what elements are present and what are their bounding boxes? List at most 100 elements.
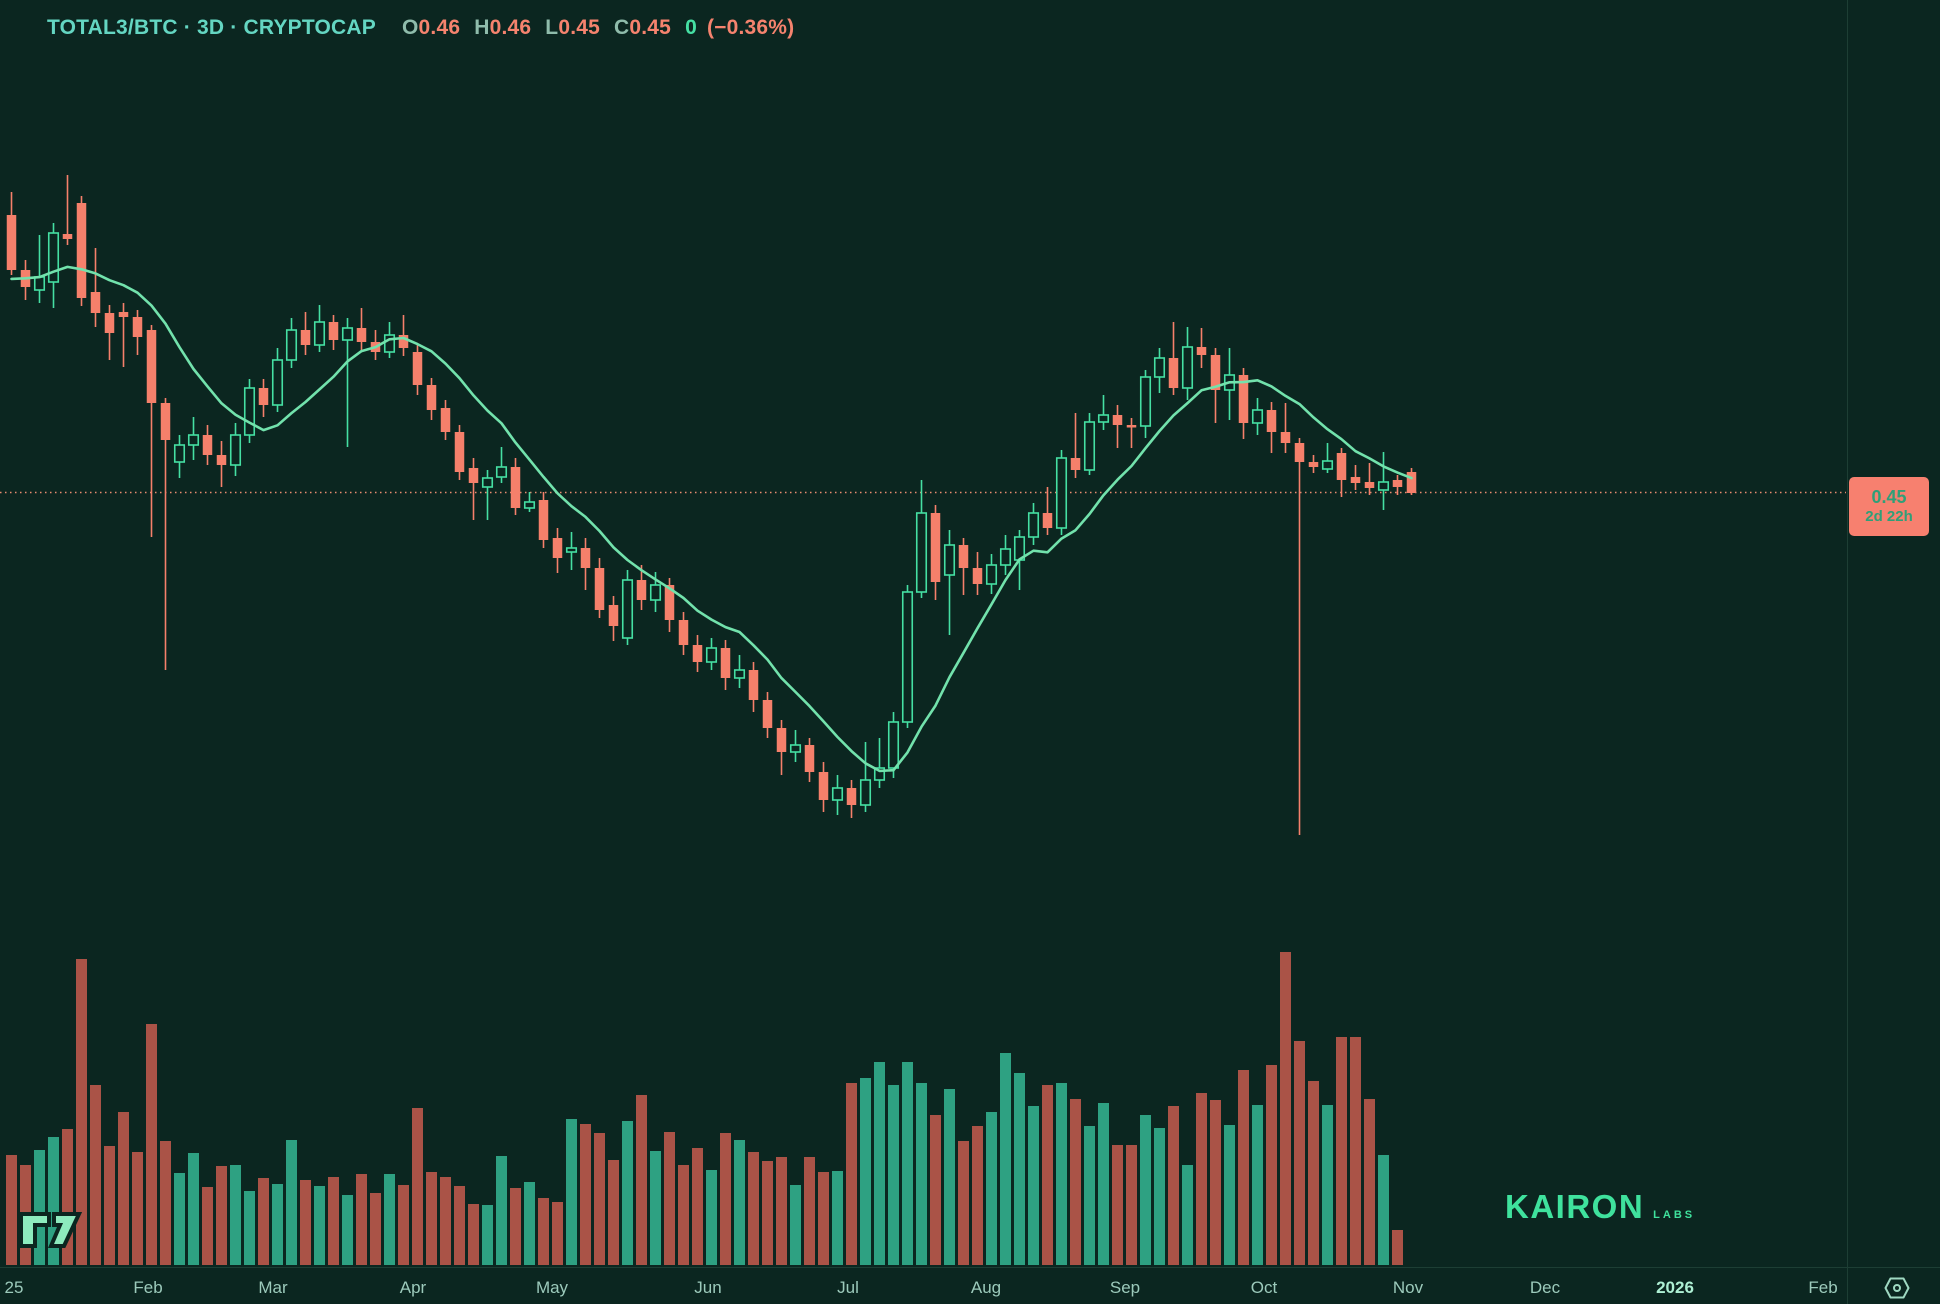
volume-bar — [160, 1141, 171, 1265]
volume-bar — [650, 1151, 661, 1265]
chart-legend: TOTAL3/BTC · 3D · CRYPTOCAP O0.46 H0.46 L0.… — [47, 16, 794, 40]
volume-bar — [1336, 1037, 1347, 1265]
volume-bar — [1140, 1115, 1151, 1265]
candle-body-down — [972, 568, 983, 584]
volume-bar — [468, 1204, 479, 1265]
volume-bar — [832, 1171, 843, 1265]
candle-body-up — [173, 444, 186, 463]
axis-month-label: Aug — [970, 1278, 1002, 1297]
symbol-title[interactable]: TOTAL3/BTC · 3D · CRYPTOCAP — [47, 16, 376, 39]
ohlc-high: H0.46 — [474, 16, 532, 39]
volume-bar — [1126, 1145, 1137, 1265]
volume-bar — [230, 1165, 241, 1265]
tradingview-logo-icon[interactable] — [18, 1210, 82, 1250]
candle-body-down — [146, 330, 157, 403]
axis-month-label: 2026 — [1656, 1278, 1694, 1297]
candle-body-up — [313, 321, 326, 346]
axis-month-label: Feb — [1808, 1278, 1838, 1297]
candle-body-up — [229, 434, 242, 466]
candle-body-down — [1308, 462, 1319, 467]
candle-body-up — [1055, 457, 1068, 529]
volume-bar — [370, 1193, 381, 1265]
candle-body-down — [1350, 477, 1361, 483]
volume-bar — [76, 959, 87, 1265]
axis-month-label: Oct — [1250, 1278, 1278, 1297]
candle-body-down — [258, 388, 269, 405]
candle-body-down — [776, 728, 787, 752]
candle-body-up — [733, 669, 746, 679]
candle-body-down — [118, 312, 129, 317]
candle-body-down — [216, 455, 227, 465]
volume-bar — [734, 1140, 745, 1265]
last-price-label: 0.45 2d 22h — [1849, 477, 1929, 536]
candle-body-down — [664, 585, 675, 620]
candle-body-down — [90, 292, 101, 313]
candle-body-down — [678, 620, 689, 645]
axis-settings-gear-icon[interactable] — [1883, 1275, 1911, 1301]
candle-body-down — [1406, 472, 1417, 493]
volume-bar — [300, 1180, 311, 1265]
volume-bar — [1098, 1103, 1109, 1265]
kairon-labs-text: LABS — [1653, 1209, 1696, 1221]
axis-month-label: Mar — [258, 1278, 288, 1297]
candle-body-up — [341, 327, 354, 341]
volume-bar — [1084, 1126, 1095, 1265]
volume-bar — [398, 1185, 409, 1265]
candle-body-down — [76, 203, 87, 298]
candle-body-down — [1042, 513, 1053, 528]
candle-body-down — [1392, 480, 1403, 487]
volume-bar — [986, 1112, 997, 1265]
volume-bar — [636, 1095, 647, 1265]
volume-bar — [874, 1062, 885, 1265]
kairon-labs-watermark: KAIRON LABS — [1505, 1188, 1695, 1226]
axis-month-label: Dec — [1529, 1278, 1561, 1297]
volume-bar — [1168, 1106, 1179, 1265]
candle-body-up — [1153, 357, 1166, 378]
volume-bar — [538, 1198, 549, 1265]
candle-body-up — [481, 477, 494, 488]
candle-body-down — [510, 467, 521, 508]
volume-bar — [972, 1126, 983, 1265]
time-axis[interactable]: 25 Feb Mar Apr May Jun Jul Aug Sep Oct Nov Dec 2026 F… — [0, 1268, 1940, 1304]
volume-bar — [706, 1170, 717, 1265]
candle-body-down — [398, 335, 409, 348]
candle-body-down — [1070, 458, 1081, 470]
axis-month-label: Nov — [1392, 1278, 1424, 1297]
volume-bar — [1252, 1105, 1263, 1265]
volume-bar — [1000, 1053, 1011, 1265]
volume-bar — [790, 1185, 801, 1265]
volume-bar — [1294, 1041, 1305, 1265]
candle-body-down — [132, 317, 143, 337]
candle-body-down — [748, 670, 759, 700]
candle-body-down — [6, 215, 17, 270]
volume-bar — [678, 1165, 689, 1265]
candle-body-down — [328, 322, 339, 340]
candle-body-up — [187, 434, 200, 446]
candle-body-down — [538, 500, 549, 540]
volume-bar — [314, 1186, 325, 1265]
axis-month-label: Jun — [694, 1278, 722, 1297]
volume-bar — [1028, 1106, 1039, 1265]
candle-body-down — [580, 548, 591, 568]
ohlc-close: C0.45 — [614, 16, 672, 39]
candle-body-up — [523, 501, 536, 509]
candle-body-up — [1083, 421, 1096, 471]
volume-bar — [356, 1174, 367, 1265]
volume-bar — [174, 1173, 185, 1265]
axis-month-label: 25 — [4, 1278, 24, 1297]
volume-bar — [342, 1195, 353, 1265]
candle-body-up — [789, 744, 802, 753]
candle-body-down — [1336, 453, 1347, 480]
candle-body-down — [468, 468, 479, 483]
volume-bar — [944, 1089, 955, 1265]
volume-bar — [146, 1024, 157, 1265]
candle-body-down — [160, 403, 171, 440]
time-axis-border — [0, 1267, 1940, 1268]
volume-bar — [1182, 1165, 1193, 1265]
candle-body-up — [621, 579, 634, 639]
candle-body-up — [1027, 512, 1040, 538]
volume-bar — [818, 1172, 829, 1265]
volume-bar — [202, 1187, 213, 1265]
volume-bar — [580, 1124, 591, 1265]
